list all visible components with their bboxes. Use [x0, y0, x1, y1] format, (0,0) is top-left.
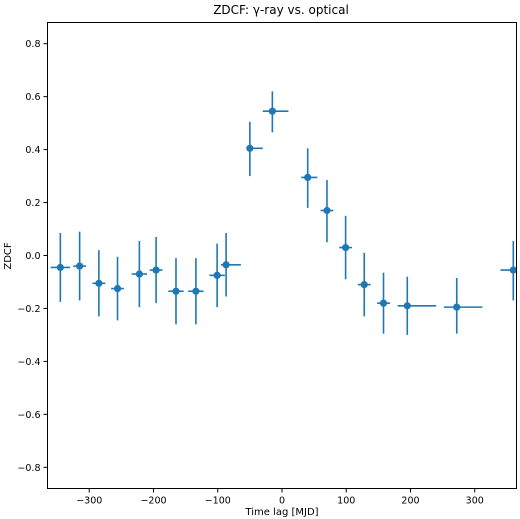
- data-point-3: [111, 256, 124, 321]
- marker: [152, 266, 160, 274]
- y-tick-label: 0.4: [25, 145, 40, 156]
- data-point-5: [149, 236, 163, 304]
- y-axis-label: ZDCF: [3, 242, 14, 270]
- y-tick-label: −0.2: [17, 304, 40, 315]
- chart-title: ZDCF: γ-ray vs. optical: [213, 3, 349, 17]
- x-tick-label: −200: [140, 496, 166, 507]
- marker: [76, 262, 84, 270]
- marker: [113, 284, 122, 293]
- marker: [192, 287, 200, 295]
- marker: [379, 299, 388, 307]
- x-axis-label: Time lag [MJD]: [244, 507, 318, 518]
- y-tick-label: 0.0: [25, 251, 40, 262]
- y-tick-label: 0.6: [25, 92, 40, 103]
- marker: [342, 243, 350, 252]
- x-tick-label: 100: [337, 496, 355, 507]
- marker: [56, 263, 64, 272]
- data-point-2: [92, 250, 106, 317]
- data-point-14: [339, 215, 353, 280]
- data-point-9: [220, 232, 241, 297]
- x-tick-label: −100: [205, 496, 231, 507]
- data-point-19: [500, 240, 517, 301]
- x-tick-label: 300: [466, 496, 484, 507]
- data-point-4: [131, 240, 148, 308]
- marker: [213, 271, 221, 279]
- plot-area: [50, 91, 517, 335]
- marker: [304, 173, 312, 181]
- marker: [453, 303, 461, 311]
- marker: [403, 302, 411, 310]
- data-point-16: [377, 272, 390, 334]
- data-point-6: [168, 258, 184, 325]
- y-axis: −0.8 −0.6 −0.4 −0.2 0.0 0.2 0.4 0.6 0.8: [17, 39, 48, 474]
- marker: [222, 261, 230, 269]
- y-tick-label: −0.4: [17, 357, 40, 368]
- x-tick-label: −300: [76, 496, 102, 507]
- axes-frame: [47, 22, 517, 489]
- marker: [246, 144, 254, 152]
- data-point-15: [357, 252, 371, 317]
- marker: [172, 287, 180, 295]
- data-point-10: [246, 121, 263, 177]
- marker: [95, 279, 103, 287]
- marker: [323, 206, 331, 215]
- data-point-0: [50, 232, 70, 302]
- data-point-1: [73, 231, 87, 301]
- data-point-12: [301, 148, 318, 208]
- data-point-8: [209, 243, 225, 308]
- x-axis: −300 −200 −100 0 100 200 300: [76, 488, 484, 507]
- marker: [268, 107, 276, 115]
- data-point-17: [397, 276, 437, 335]
- marker: [360, 281, 368, 289]
- data-point-18: [443, 278, 483, 334]
- marker: [135, 270, 143, 278]
- y-tick-label: −0.8: [17, 463, 40, 474]
- x-tick-label: 200: [401, 496, 419, 507]
- data-point-7: [188, 258, 204, 325]
- x-tick-label: 0: [279, 496, 285, 507]
- y-tick-label: 0.8: [25, 39, 40, 50]
- marker: [509, 266, 517, 274]
- data-point-13: [320, 180, 334, 243]
- y-tick-label: −0.6: [17, 410, 40, 421]
- y-tick-label: 0.2: [25, 198, 40, 209]
- data-point-11: [262, 91, 289, 133]
